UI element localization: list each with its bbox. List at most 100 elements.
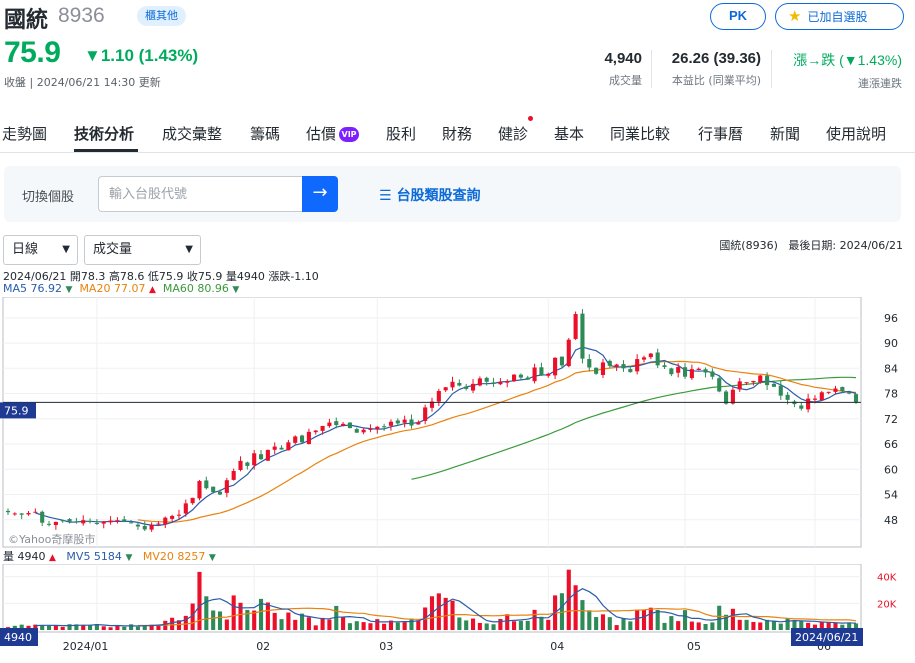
category-query-link[interactable]: ☰ 台股類股查詢	[379, 185, 481, 205]
price-tick-label: 84	[884, 362, 898, 375]
volume-bar	[573, 585, 578, 630]
tab-dividend[interactable]: 股利	[386, 125, 417, 143]
tab-health[interactable]: 健診	[498, 125, 529, 143]
tab-news[interactable]: 新聞	[770, 125, 801, 143]
volume-tick-label: 20K	[877, 599, 897, 610]
tab-help[interactable]: 使用說明	[826, 125, 887, 143]
stock-label: 國統(8936)	[719, 239, 778, 252]
watchlist-button[interactable]: ★ 已加自選股	[775, 3, 904, 30]
volume-bar	[183, 615, 188, 630]
ma-legend: MA5 76.92 ▼ MA20 77.07 ▲ MA60 80.96 ▼	[3, 282, 239, 295]
stat-streak-value: 漲→跌 (▼1.43%)	[793, 52, 902, 68]
volume-bar	[211, 610, 216, 630]
candle-body	[819, 392, 824, 401]
price-tick-label: 72	[884, 413, 898, 426]
volume-bar	[758, 622, 763, 630]
tab-trades[interactable]: 成交彙整	[162, 125, 223, 143]
indicator-select[interactable]: 成交量 ▼	[84, 235, 201, 265]
candle-body	[224, 480, 229, 493]
volume-bar	[771, 621, 776, 630]
volume-bar	[724, 614, 729, 630]
pk-button[interactable]: PK	[710, 3, 766, 30]
divider	[651, 50, 652, 88]
tab-trend[interactable]: 走勢圖	[2, 125, 48, 143]
volume-bar	[252, 610, 257, 630]
candle-body	[635, 359, 640, 372]
volume-bar	[607, 617, 612, 630]
candle-body	[758, 375, 763, 383]
volume-bar	[491, 624, 496, 630]
current-date-tag	[791, 628, 863, 646]
candle-body	[703, 369, 708, 373]
volume-bar	[81, 625, 86, 630]
candle-body	[621, 364, 626, 369]
volume-bar	[703, 624, 708, 630]
volume-bar	[382, 623, 387, 630]
candle-body	[74, 521, 79, 523]
search-submit-button[interactable]: →	[302, 176, 338, 212]
volume-bar	[33, 624, 38, 630]
period-select[interactable]: 日線 ▼	[3, 235, 78, 265]
candle-body	[327, 422, 332, 427]
candle-body	[306, 431, 311, 445]
ma20-value: MA20 77.07	[79, 282, 146, 295]
volume-bar	[826, 622, 831, 630]
candle-body	[847, 392, 852, 394]
tab-peers[interactable]: 同業比較	[610, 125, 671, 143]
volume-bar	[354, 621, 359, 630]
candle-body	[60, 520, 65, 522]
candle-body	[156, 523, 161, 525]
candle-body	[279, 447, 284, 450]
volume-bar	[395, 622, 400, 630]
stat-streak: 漲→跌 (▼1.43%) 連漲連跌	[793, 50, 902, 91]
candle-body	[512, 374, 517, 382]
date-tick-label: 02	[256, 640, 270, 653]
volume-bar	[416, 620, 421, 630]
candle-body	[450, 381, 455, 388]
candle-body	[170, 515, 175, 519]
price-chart[interactable]: 96 90 84 78 72 66 60 54 48 75.9 ©Yahoo奇摩股市	[0, 297, 915, 549]
candle-body	[812, 398, 818, 400]
price-tick-label: 78	[884, 388, 898, 401]
stat-volume: 4,940 成交量	[604, 50, 642, 88]
tab-basic[interactable]: 基本	[554, 125, 585, 143]
tab-chips[interactable]: 籌碼	[250, 125, 281, 143]
volume-bar	[347, 623, 352, 630]
tab-financial[interactable]: 財務	[442, 125, 473, 143]
tab-calendar[interactable]: 行事曆	[698, 125, 744, 143]
tab-valuation[interactable]: 估價 VIP	[306, 123, 360, 144]
volume-bar	[327, 619, 332, 630]
candle-body	[265, 449, 270, 461]
candle-body	[669, 368, 674, 375]
candle-body	[628, 369, 633, 373]
ma5-value: MA5 76.92	[3, 282, 63, 295]
candle-body	[826, 391, 831, 393]
watermark: ©Yahoo奇摩股市	[8, 532, 95, 546]
volume-bar	[279, 619, 284, 630]
candle-body	[94, 523, 99, 525]
ma60-value: MA60 80.96	[162, 282, 229, 295]
stock-search-input[interactable]	[98, 176, 303, 212]
candle-body	[771, 383, 776, 387]
volume-bar	[60, 626, 65, 630]
volume-bar	[594, 617, 599, 630]
volume-bar	[19, 624, 24, 630]
switch-stock-label: 切換個股	[22, 190, 75, 205]
current-price-tag	[0, 402, 36, 419]
volume-bar	[847, 623, 852, 630]
candle-body	[484, 377, 489, 382]
tab-technical[interactable]: 技術分析	[74, 125, 135, 143]
volume-bar	[443, 597, 448, 630]
category-badge[interactable]: 櫃其他	[137, 6, 186, 26]
star-icon: ★	[788, 7, 802, 25]
volume-bar	[156, 624, 161, 630]
up-triangle-icon: ▲	[148, 285, 156, 295]
volume-bar	[853, 623, 859, 630]
candle-body	[300, 435, 305, 443]
volume-bar	[464, 620, 469, 630]
stat-pe-label: 本益比 (同業平均)	[671, 74, 761, 87]
candle-body	[40, 511, 45, 523]
candle-body	[751, 380, 756, 383]
candle-body	[785, 394, 790, 400]
